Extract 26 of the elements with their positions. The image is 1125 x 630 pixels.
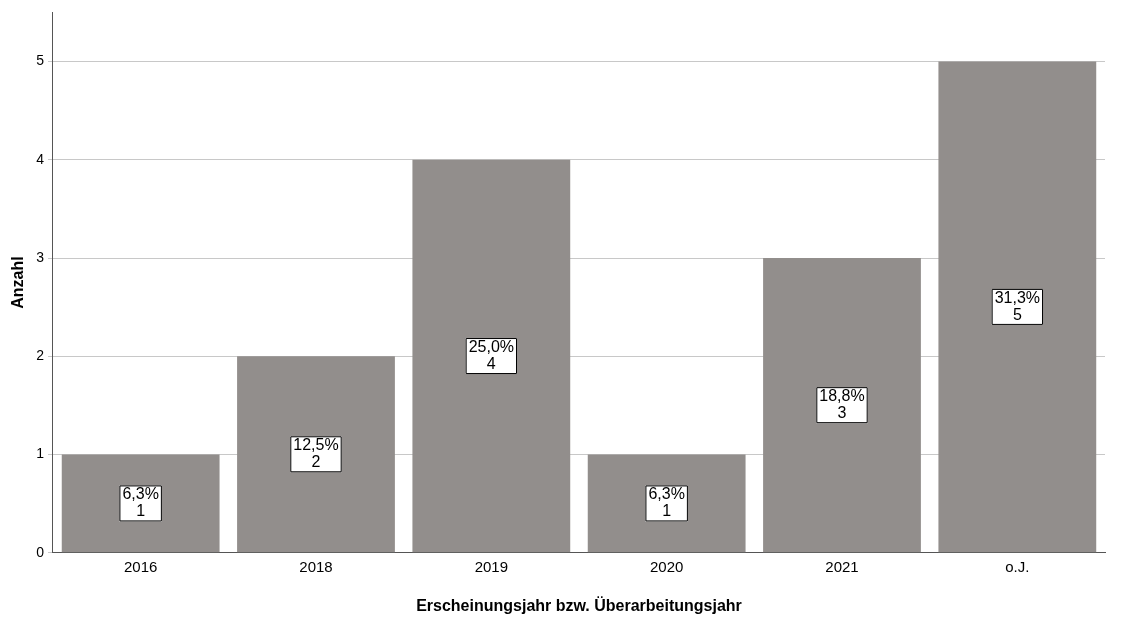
data-label: 25,0% 4 xyxy=(468,337,515,372)
bar xyxy=(763,258,921,553)
data-label: 6,3% 1 xyxy=(648,485,685,520)
x-tick-label: 2016 xyxy=(123,557,158,575)
data-label: 31,3% 5 xyxy=(994,288,1041,323)
data-label: 6,3% 1 xyxy=(122,485,159,520)
y-tick-label: 4 xyxy=(36,150,45,167)
y-tick-label: 2 xyxy=(36,347,45,364)
x-axis-title: Erscheinungsjahr bzw. Überarbeitungsjahr xyxy=(416,595,742,614)
x-tick-label: 2021 xyxy=(825,557,859,575)
y-tick-label: 0 xyxy=(36,543,45,560)
bar xyxy=(61,454,220,553)
bar xyxy=(237,356,395,553)
x-tick-label: o.J. xyxy=(1005,557,1030,575)
bar xyxy=(938,61,1097,553)
y-tick-label: 1 xyxy=(36,445,45,462)
bar xyxy=(587,454,746,553)
x-tick-label: 2019 xyxy=(474,557,509,575)
y-tick-label: 3 xyxy=(36,248,45,265)
y-tick-label: 5 xyxy=(36,52,45,69)
x-tick-label: 2020 xyxy=(649,557,684,575)
bar xyxy=(412,159,571,553)
x-tick-label: 2018 xyxy=(299,557,333,575)
data-label: 18,8% 3 xyxy=(819,387,865,422)
y-axis-title: Anzahl xyxy=(9,256,27,309)
data-label: 12,5% 2 xyxy=(293,436,339,471)
